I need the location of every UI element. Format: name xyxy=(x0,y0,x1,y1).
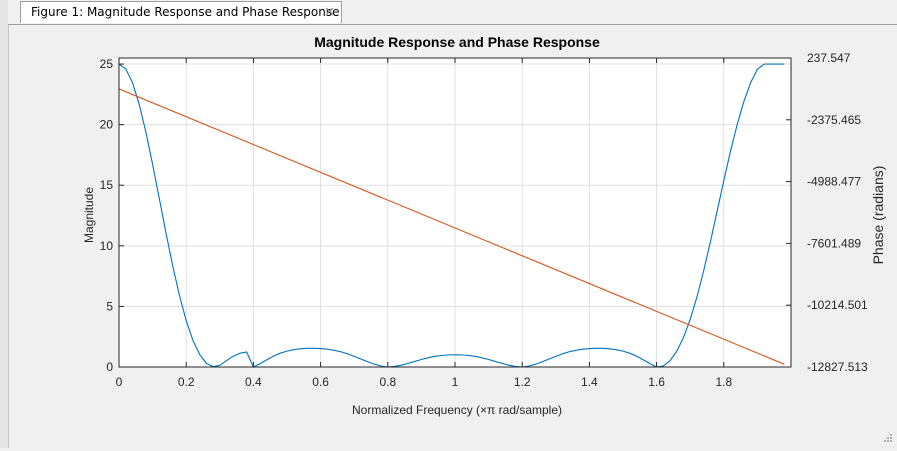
y-tick-label: 15 xyxy=(100,178,114,192)
x-tick-label: 1.4 xyxy=(581,375,598,389)
y-axis-label: Magnitude xyxy=(82,187,96,243)
figure-tab-title: Figure 1: Magnitude Response and Phase R… xyxy=(31,5,340,19)
left-panel-edge xyxy=(0,0,9,448)
y-right-tick-label: -2375.465 xyxy=(807,113,861,127)
x-tick-label: 1.6 xyxy=(648,375,665,389)
y-right-tick-label: 237.547 xyxy=(807,51,851,65)
close-icon[interactable]: ✕ xyxy=(324,5,335,20)
x-tick-label: 1.8 xyxy=(715,375,732,389)
figure-tab-bar: Figure 1: Magnitude Response and Phase R… xyxy=(8,0,897,25)
x-tick-label: 1.2 xyxy=(514,375,531,389)
chart-title: Magnitude Response and Phase Response xyxy=(314,34,600,50)
y-tick-label: 10 xyxy=(100,239,114,253)
x-axis-label: Normalized Frequency (×π rad/sample) xyxy=(352,403,562,417)
tick-marks xyxy=(118,57,791,368)
y-axis-right-label: Phase (radians) xyxy=(870,166,886,265)
figure-canvas: 0 0.2 0.4 0.6 0.8 1 1.2 1.4 1.6 1.8 0 5 10 15 20 25 237.… xyxy=(9,25,896,446)
x-tick-label: 1 xyxy=(452,375,459,389)
y-right-tick-label: -12827.513 xyxy=(807,360,868,374)
x-tick-label: 0.2 xyxy=(178,375,195,389)
y-tick-label: 25 xyxy=(100,57,114,71)
magnitude-series-line xyxy=(118,63,785,368)
chart-svg: 0 0.2 0.4 0.6 0.8 1 1.2 1.4 1.6 1.8 0 5 10 15 20 25 237.… xyxy=(82,34,886,417)
resize-grip-icon[interactable] xyxy=(883,433,893,443)
y-tick-label: 5 xyxy=(106,299,113,313)
x-tick-label: 0.4 xyxy=(245,375,262,389)
y-right-tick-label: -4988.477 xyxy=(807,175,861,189)
x-tick-label: 0.8 xyxy=(379,375,396,389)
y-tick-label: 20 xyxy=(100,118,114,132)
x-tick-label: 0.6 xyxy=(312,375,329,389)
figure-tab[interactable]: Figure 1: Magnitude Response and Phase R… xyxy=(20,1,342,23)
series-layer xyxy=(118,63,785,368)
y-tick-label: 0 xyxy=(106,360,113,374)
tick-labels: 0 0.2 0.4 0.6 0.8 1 1.2 1.4 1.6 1.8 0 5 10 15 20 25 237.… xyxy=(100,51,868,389)
x-tick-label: 0 xyxy=(116,375,123,389)
phase-series-line xyxy=(118,88,785,365)
y-right-tick-label: -10214.501 xyxy=(807,298,868,312)
y-right-tick-label: -7601.489 xyxy=(807,236,861,250)
